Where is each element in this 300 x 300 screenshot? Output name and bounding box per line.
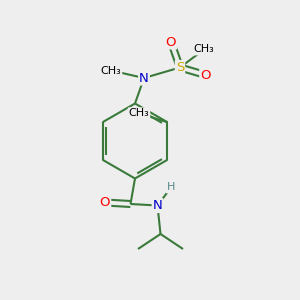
Text: CH₃: CH₃ xyxy=(129,108,149,118)
Text: CH₃: CH₃ xyxy=(194,44,214,55)
Text: N: N xyxy=(139,71,149,85)
Text: S: S xyxy=(176,61,184,74)
Text: O: O xyxy=(100,196,110,209)
Text: CH₃: CH₃ xyxy=(100,65,122,76)
Text: O: O xyxy=(166,35,176,49)
Text: H: H xyxy=(167,182,175,193)
Text: O: O xyxy=(200,68,211,82)
Text: N: N xyxy=(153,199,162,212)
